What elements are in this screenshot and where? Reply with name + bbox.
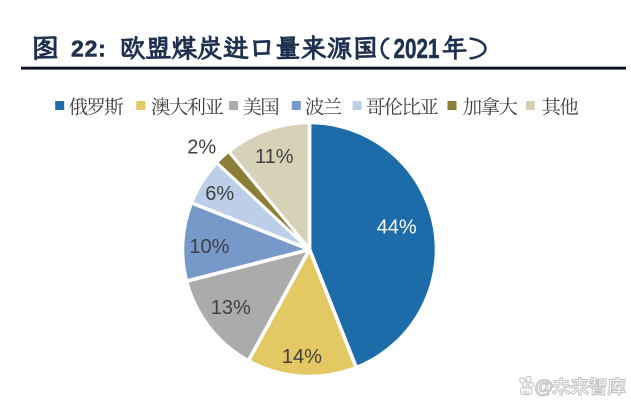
svg-text:44%: 44% [377,216,417,238]
svg-text:10%: 10% [189,236,229,258]
svg-text:11%: 11% [255,146,294,168]
svg-text:22:: 22: [71,35,107,61]
svg-text:14%: 14% [282,346,322,368]
svg-text:@: @ [535,377,554,398]
svg-text:13%: 13% [211,297,251,319]
svg-text:6%: 6% [205,183,234,205]
svg-text:du: du [523,389,530,395]
svg-text:2021: 2021 [394,33,440,64]
svg-text:2%: 2% [187,137,216,159]
